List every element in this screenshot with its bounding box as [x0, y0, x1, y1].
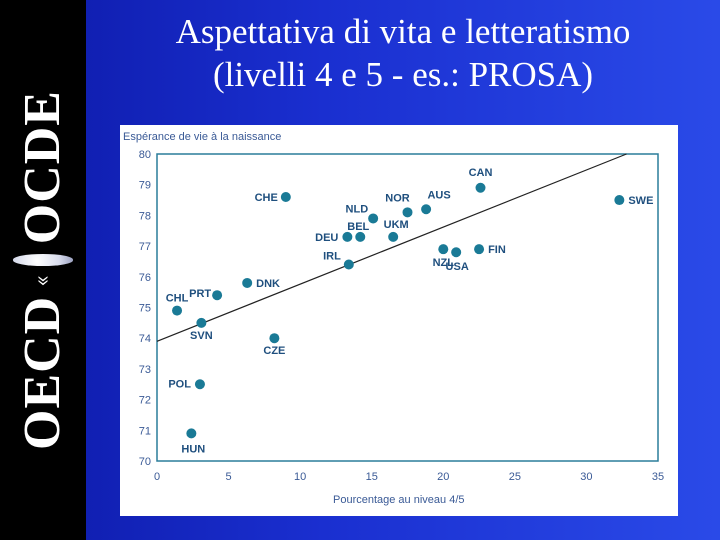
point-label-ukm: UKM: [384, 219, 409, 231]
point-label-deu: DEU: [315, 232, 338, 244]
point-label-cze: CZE: [263, 345, 285, 357]
y-tick-label: 79: [139, 180, 151, 192]
y-tick-label: 70: [139, 456, 151, 468]
point-label-che: CHE: [255, 192, 278, 204]
point-label-svn: SVN: [190, 330, 213, 342]
data-point-nld: [368, 213, 379, 224]
plot-area-frame: [156, 153, 659, 462]
chevrons-icon: [38, 275, 48, 285]
data-point-usa: [451, 247, 462, 258]
data-point-swe: [614, 195, 625, 206]
oecd-globe-icon: [13, 254, 73, 266]
data-point-nzl: [438, 244, 449, 255]
x-tick-labels: 0 5 10 15 20 25 30 35: [154, 471, 664, 483]
x-tick-label: 25: [509, 471, 521, 483]
data-point-irl: [343, 259, 354, 270]
y-tick-label: 71: [139, 425, 151, 437]
point-label-usa: USA: [446, 261, 469, 273]
trend-line-group: [156, 153, 627, 342]
y-tick-labels: 70 71 72 73 74 75 76 77 78 79 80: [139, 149, 151, 468]
point-label-pol: POL: [168, 378, 191, 390]
data-point-nor: [402, 207, 413, 218]
y-tick-label: 76: [139, 272, 151, 284]
data-point-hun: [186, 428, 197, 439]
data-point-can: [475, 182, 486, 193]
data-point-cze: [269, 333, 280, 344]
logo-text-oecd: OECD: [14, 295, 71, 450]
x-tick-label: 35: [652, 471, 664, 483]
data-point-dnk: [242, 277, 253, 288]
point-label-fin: FIN: [488, 244, 506, 256]
point-label-nld: NLD: [346, 203, 369, 215]
title-line-2: (livelli 4 e 5 - es.: PROSA): [212, 55, 594, 94]
data-point-ukm: [388, 231, 399, 242]
y-tick-label: 73: [139, 364, 151, 376]
point-label-bel: BEL: [347, 221, 369, 233]
y-tick-label: 78: [139, 210, 151, 222]
y-tick-label: 75: [139, 303, 151, 315]
sidebar: OECD OCDE: [0, 0, 86, 540]
data-point-pol: [194, 379, 205, 390]
oecd-logo: OECD OCDE: [8, 90, 78, 450]
data-point-deu: [342, 231, 353, 242]
point-label-swe: SWE: [628, 195, 653, 207]
x-axis-title: Pourcentage au niveau 4/5: [333, 494, 465, 506]
data-point-prt: [212, 290, 223, 301]
x-tick-label: 10: [294, 471, 306, 483]
point-label-irl: IRL: [323, 251, 341, 263]
slide-title: Aspettativa di vita e letteratismo (live…: [86, 10, 720, 96]
chart-panel: Espérance de vie à la naissance Pourcent…: [120, 125, 678, 516]
point-label-aus: AUS: [427, 189, 450, 201]
point-label-dnk: DNK: [256, 278, 280, 290]
x-tick-label: 20: [437, 471, 449, 483]
data-point-svn: [196, 317, 207, 328]
trend-line: [156, 153, 627, 342]
data-point-aus: [421, 204, 432, 215]
x-tick-label: 0: [154, 471, 160, 483]
x-tick-label: 30: [580, 471, 592, 483]
y-tick-label: 74: [139, 333, 151, 345]
y-tick-label: 80: [139, 149, 151, 161]
title-line-1: Aspettativa di vita e letteratismo: [175, 12, 631, 51]
point-label-nzl: NZL: [433, 257, 455, 269]
y-tick-label: 72: [139, 395, 151, 407]
point-label-prt: PRT: [189, 288, 211, 300]
data-point-fin: [474, 244, 485, 255]
y-axis-title: Espérance de vie à la naissance: [123, 131, 281, 143]
logo-text-ocde: OCDE: [14, 90, 71, 245]
x-tick-label: 5: [226, 471, 232, 483]
data-point-chl: [172, 305, 183, 316]
point-label-chl: CHL: [166, 293, 189, 305]
data-point-che: [280, 191, 291, 202]
scatter-chart: Espérance de vie à la naissance Pourcent…: [123, 131, 664, 506]
x-tick-label: 15: [366, 471, 378, 483]
point-label-hun: HUN: [181, 443, 205, 455]
point-label-can: CAN: [469, 167, 493, 179]
data-point-bel: [355, 231, 366, 242]
point-label-nor: NOR: [385, 192, 410, 204]
y-tick-label: 77: [139, 241, 151, 253]
